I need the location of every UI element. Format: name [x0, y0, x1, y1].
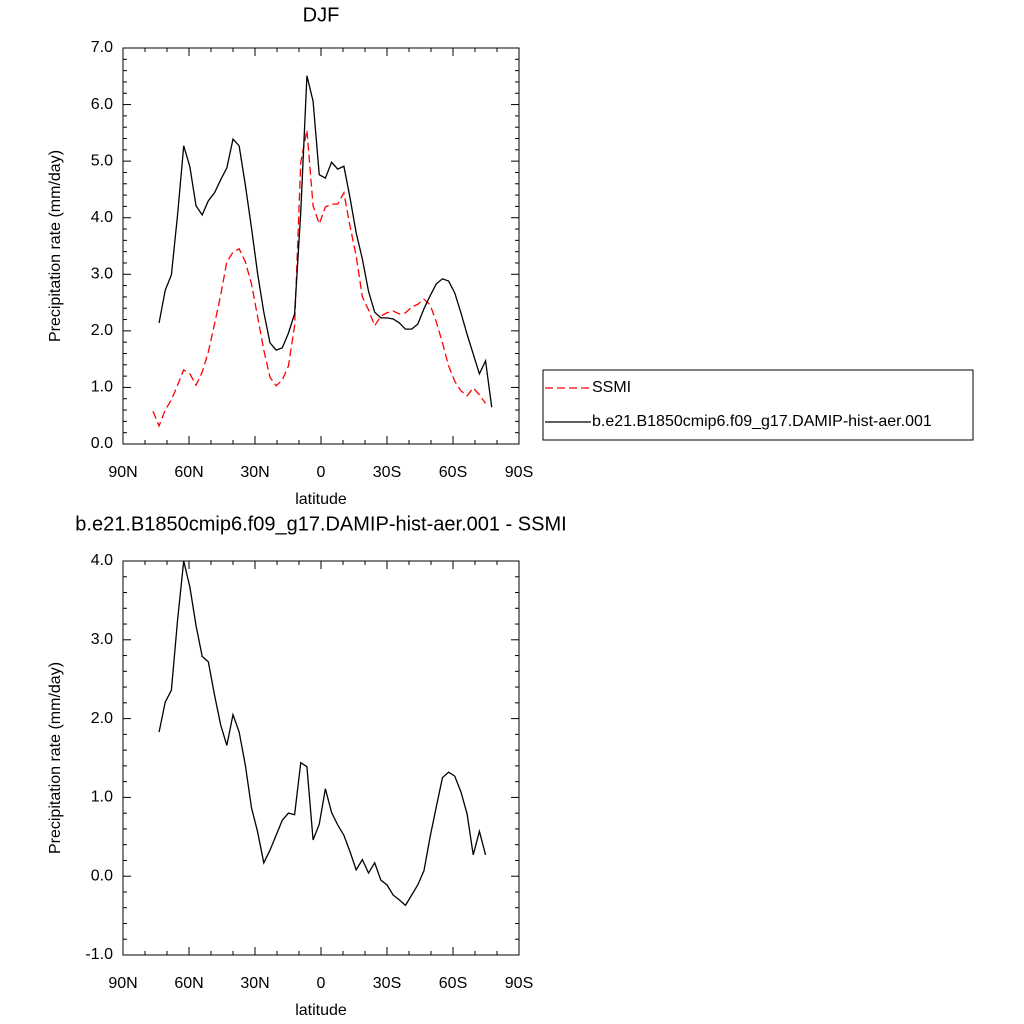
y-tick-label: 2.0: [91, 710, 113, 727]
chart-title: DJF: [303, 4, 340, 26]
data-line: [152, 129, 487, 428]
y-tick-label: -1.0: [85, 946, 113, 963]
y-tick-label: 3.0: [91, 266, 113, 283]
x-tick-label: 90S: [505, 975, 533, 992]
x-tick-label: 30S: [373, 464, 401, 481]
x-tick-label: 60N: [174, 975, 203, 992]
x-tick-label: 0: [317, 975, 326, 992]
x-tick-label: 30N: [240, 975, 269, 992]
x-tick-label: 60S: [439, 975, 467, 992]
plot-frame: [122, 47, 520, 445]
x-tick-label: 0: [317, 464, 326, 481]
x-tick-label: 90N: [108, 975, 137, 992]
chart-title: b.e21.B1850cmip6.f09_g17.DAMIP-hist-aer.…: [75, 513, 566, 535]
legend-label: SSMI: [592, 379, 631, 396]
x-axis-label: latitude: [295, 491, 347, 508]
y-tick-label: 4.0: [91, 209, 113, 226]
y-axis-label: Precipitation rate (mm/day): [47, 150, 64, 342]
x-tick-label: 30N: [240, 464, 269, 481]
x-axis-label: latitude: [295, 1002, 347, 1019]
y-tick-label: 1.0: [91, 789, 113, 806]
x-tick-label: 90N: [108, 464, 137, 481]
y-tick-label: 3.0: [91, 631, 113, 648]
x-tick-label: 60S: [439, 464, 467, 481]
y-tick-label: 5.0: [91, 152, 113, 169]
x-tick-label: 60N: [174, 464, 203, 481]
data-line: [158, 75, 493, 408]
legend-label: b.e21.B1850cmip6.f09_g17.DAMIP-hist-aer.…: [592, 413, 932, 430]
y-tick-label: 4.0: [91, 552, 113, 569]
y-tick-label: 0.0: [91, 435, 113, 452]
y-tick-label: 0.0: [91, 867, 113, 884]
y-tick-label: 6.0: [91, 96, 113, 113]
y-tick-label: 1.0: [91, 379, 113, 396]
data-line: [158, 560, 487, 907]
x-tick-label: 90S: [505, 464, 533, 481]
legend-box: [542, 369, 974, 441]
x-tick-label: 30S: [373, 975, 401, 992]
y-axis-label: Precipitation rate (mm/day): [47, 662, 64, 854]
y-tick-label: 2.0: [91, 322, 113, 339]
y-tick-label: 7.0: [91, 39, 113, 56]
plot-frame: [122, 560, 520, 956]
